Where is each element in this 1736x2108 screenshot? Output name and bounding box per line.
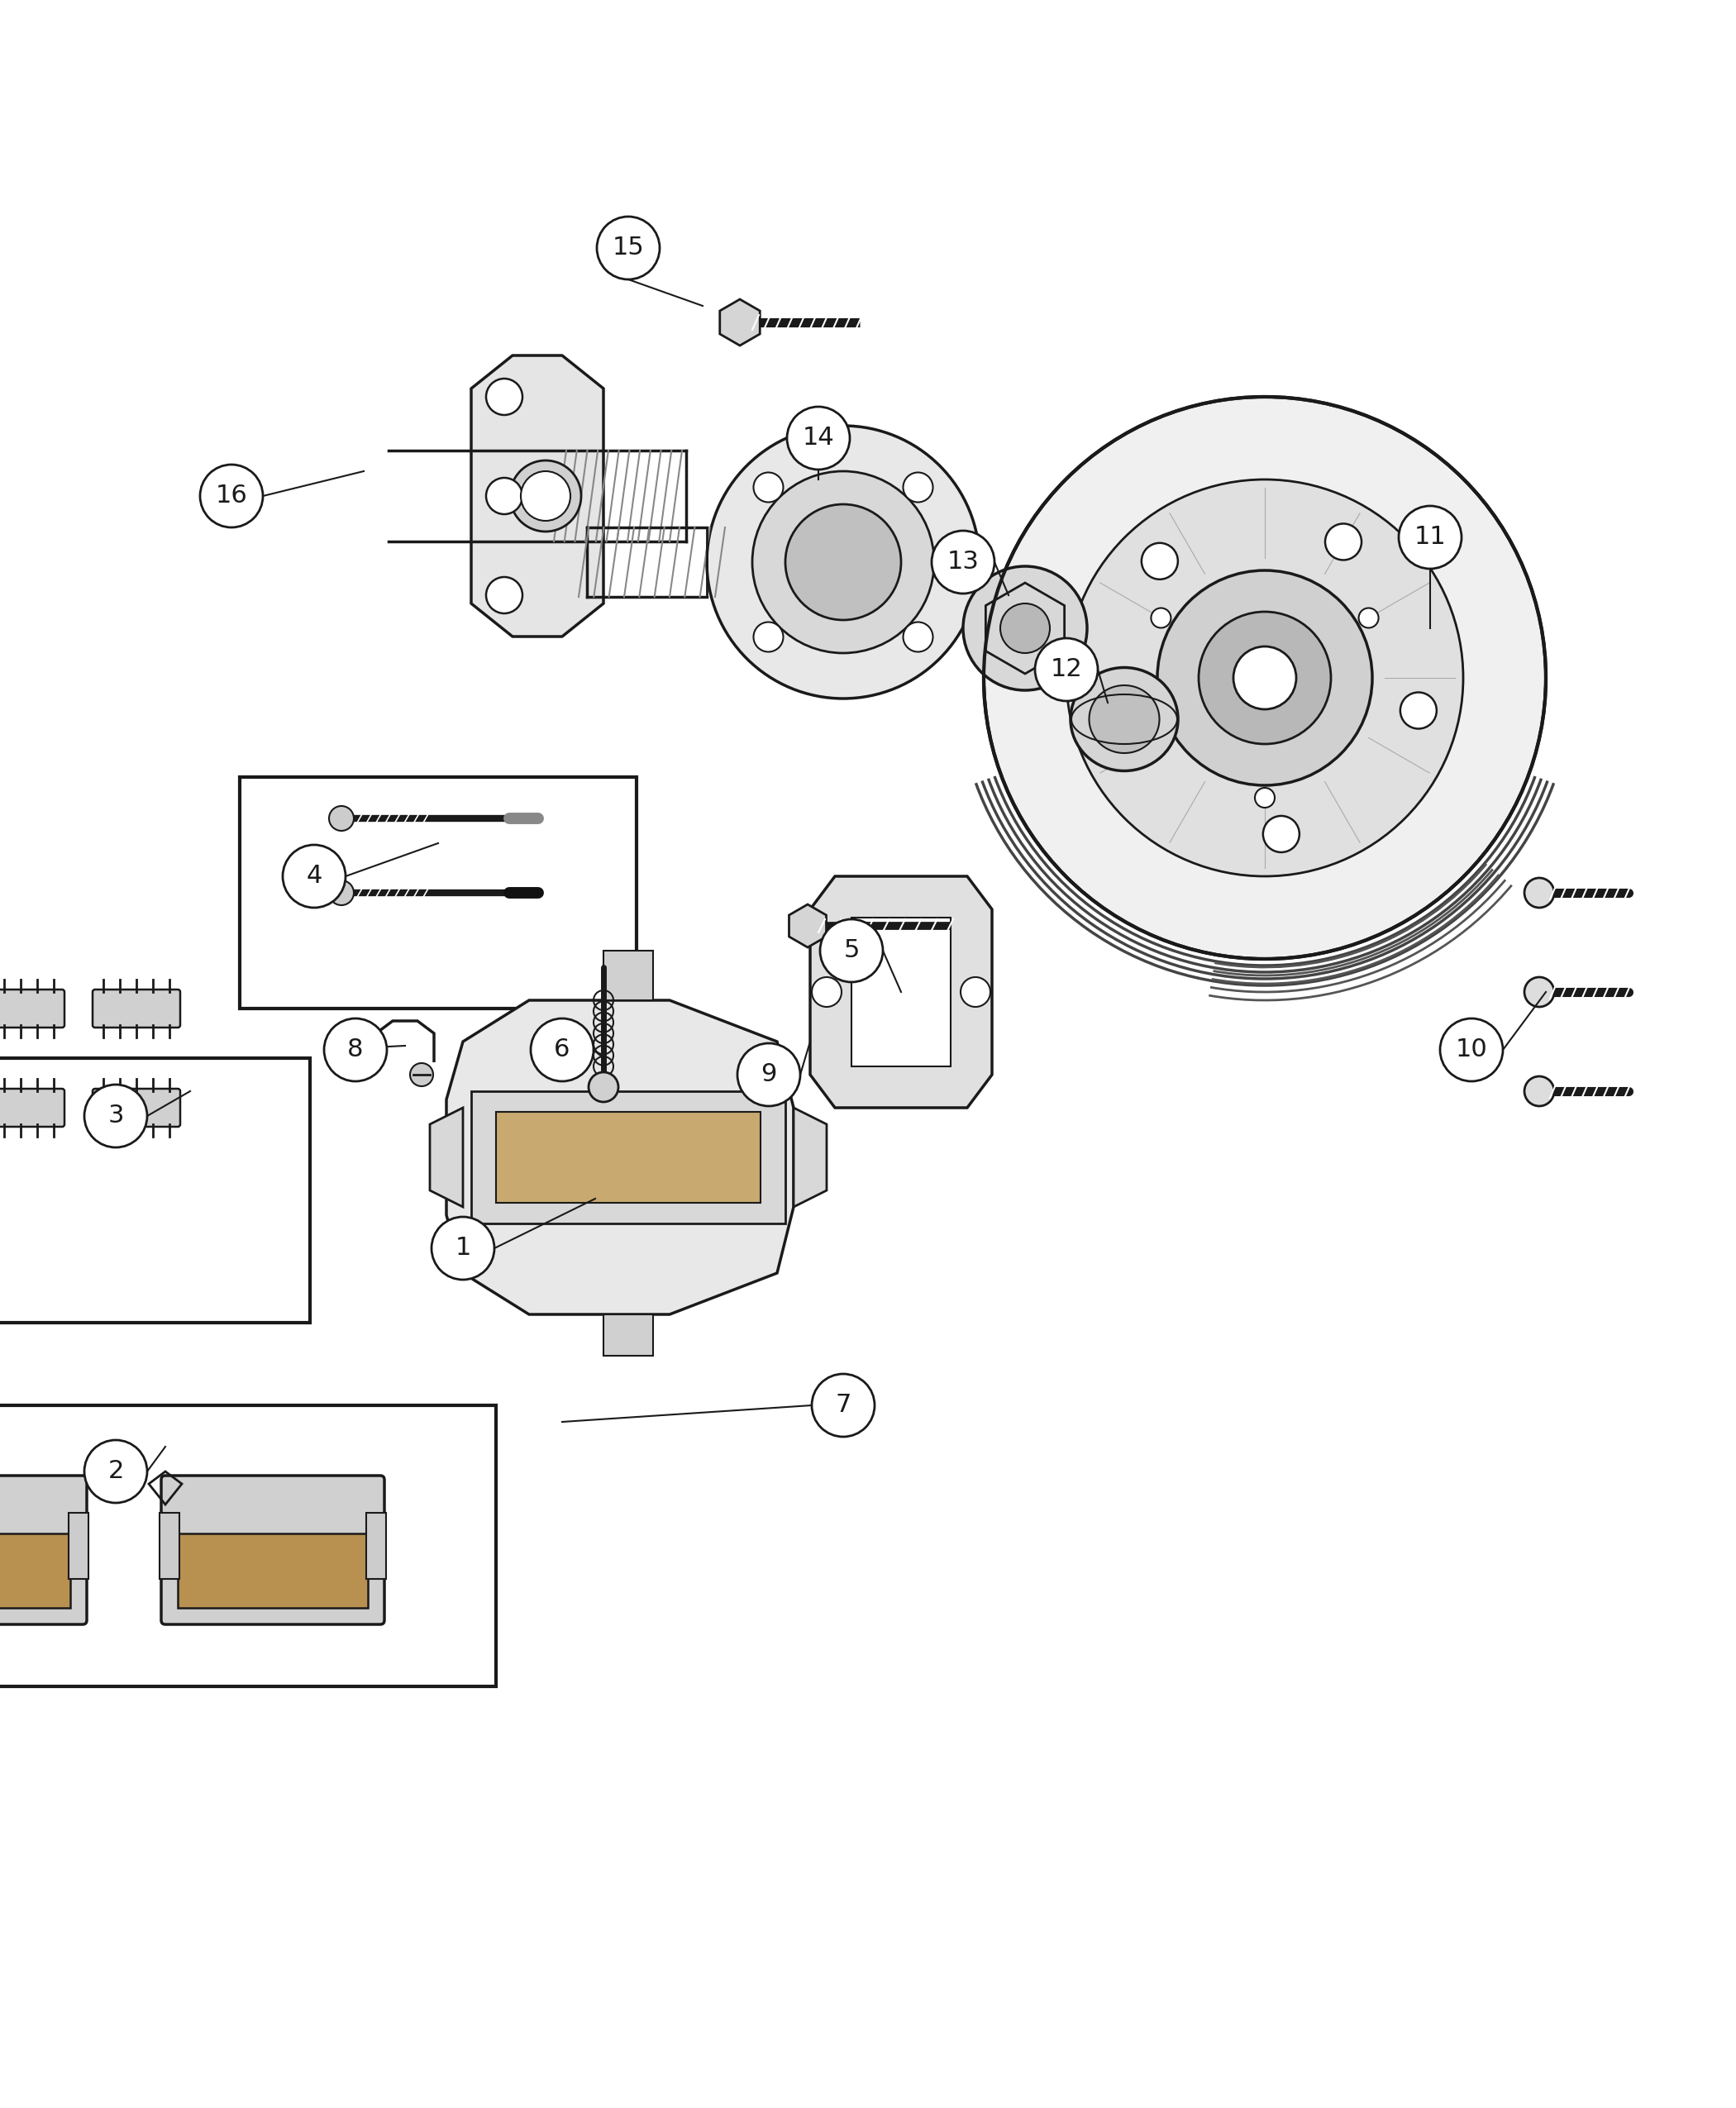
Circle shape [330, 805, 354, 831]
Circle shape [785, 504, 901, 620]
Circle shape [1524, 877, 1554, 909]
Ellipse shape [1088, 685, 1160, 753]
Bar [0, 1058, 311, 1322]
Polygon shape [793, 1107, 826, 1208]
Circle shape [1441, 1018, 1503, 1081]
Circle shape [1255, 788, 1274, 807]
FancyBboxPatch shape [0, 989, 64, 1027]
Circle shape [738, 1043, 800, 1107]
Text: 11: 11 [1415, 525, 1446, 550]
Circle shape [1359, 607, 1378, 628]
Circle shape [200, 464, 262, 527]
Circle shape [330, 881, 354, 904]
Bar [240, 778, 637, 1008]
Circle shape [903, 472, 932, 502]
Text: 8: 8 [347, 1037, 363, 1062]
FancyBboxPatch shape [0, 1476, 87, 1625]
Bar [160, 1514, 179, 1579]
Circle shape [486, 578, 523, 613]
Ellipse shape [1071, 668, 1179, 772]
Circle shape [432, 1216, 495, 1280]
Circle shape [1066, 479, 1463, 877]
Circle shape [752, 472, 934, 653]
Circle shape [707, 426, 979, 698]
Text: 16: 16 [215, 485, 248, 508]
Circle shape [486, 479, 523, 514]
Circle shape [531, 1018, 594, 1081]
Circle shape [1524, 978, 1554, 1008]
Text: 6: 6 [554, 1037, 569, 1062]
Polygon shape [470, 356, 604, 637]
Polygon shape [604, 951, 653, 1001]
Bar [470, 1092, 785, 1223]
Circle shape [1000, 603, 1050, 653]
Circle shape [85, 1440, 148, 1503]
Circle shape [1399, 506, 1462, 569]
Circle shape [1264, 816, 1300, 852]
Text: 5: 5 [844, 938, 859, 963]
Circle shape [960, 978, 990, 1008]
Text: 15: 15 [613, 236, 644, 259]
Circle shape [1198, 611, 1332, 744]
Circle shape [984, 396, 1545, 959]
Text: 12: 12 [1050, 658, 1083, 681]
Circle shape [903, 622, 932, 651]
Bar [496, 1111, 760, 1204]
Circle shape [510, 460, 582, 531]
Circle shape [521, 472, 571, 521]
Text: 9: 9 [760, 1062, 776, 1086]
Circle shape [589, 1073, 618, 1102]
Bar [69, 1514, 89, 1579]
Text: 10: 10 [1455, 1037, 1488, 1062]
Bar [177, 1533, 368, 1608]
Circle shape [753, 622, 783, 651]
FancyBboxPatch shape [0, 1088, 64, 1128]
Text: 4: 4 [306, 864, 323, 887]
FancyBboxPatch shape [92, 989, 181, 1027]
Text: 3: 3 [108, 1105, 123, 1128]
Circle shape [1151, 607, 1170, 628]
Bar [851, 917, 951, 1067]
Bar [366, 1514, 385, 1579]
Polygon shape [720, 299, 760, 346]
Text: 2: 2 [108, 1459, 123, 1484]
Circle shape [819, 919, 884, 982]
Circle shape [486, 379, 523, 415]
Circle shape [283, 845, 345, 909]
Text: 7: 7 [835, 1393, 851, 1417]
Circle shape [786, 407, 851, 470]
Circle shape [85, 1086, 148, 1147]
Bar [0, 1406, 496, 1686]
FancyBboxPatch shape [161, 1476, 384, 1625]
Circle shape [1524, 1077, 1554, 1107]
Text: 14: 14 [802, 426, 835, 451]
Polygon shape [811, 877, 991, 1107]
Text: 13: 13 [948, 550, 979, 573]
Text: 1: 1 [455, 1235, 470, 1261]
Circle shape [1233, 647, 1297, 708]
Circle shape [410, 1062, 434, 1086]
Circle shape [597, 217, 660, 280]
Polygon shape [604, 1315, 653, 1355]
Circle shape [1035, 639, 1097, 702]
FancyBboxPatch shape [92, 1088, 181, 1128]
Bar [0, 1533, 69, 1608]
Circle shape [1102, 723, 1139, 761]
Circle shape [1142, 544, 1179, 580]
Circle shape [1401, 691, 1437, 729]
Circle shape [1325, 523, 1361, 561]
Circle shape [812, 1374, 875, 1438]
Circle shape [812, 978, 842, 1008]
Circle shape [753, 472, 783, 502]
Polygon shape [790, 904, 826, 946]
Polygon shape [446, 1001, 793, 1315]
Polygon shape [431, 1107, 464, 1208]
Circle shape [325, 1018, 387, 1081]
Circle shape [963, 567, 1087, 689]
Circle shape [1158, 571, 1371, 786]
Circle shape [932, 531, 995, 594]
